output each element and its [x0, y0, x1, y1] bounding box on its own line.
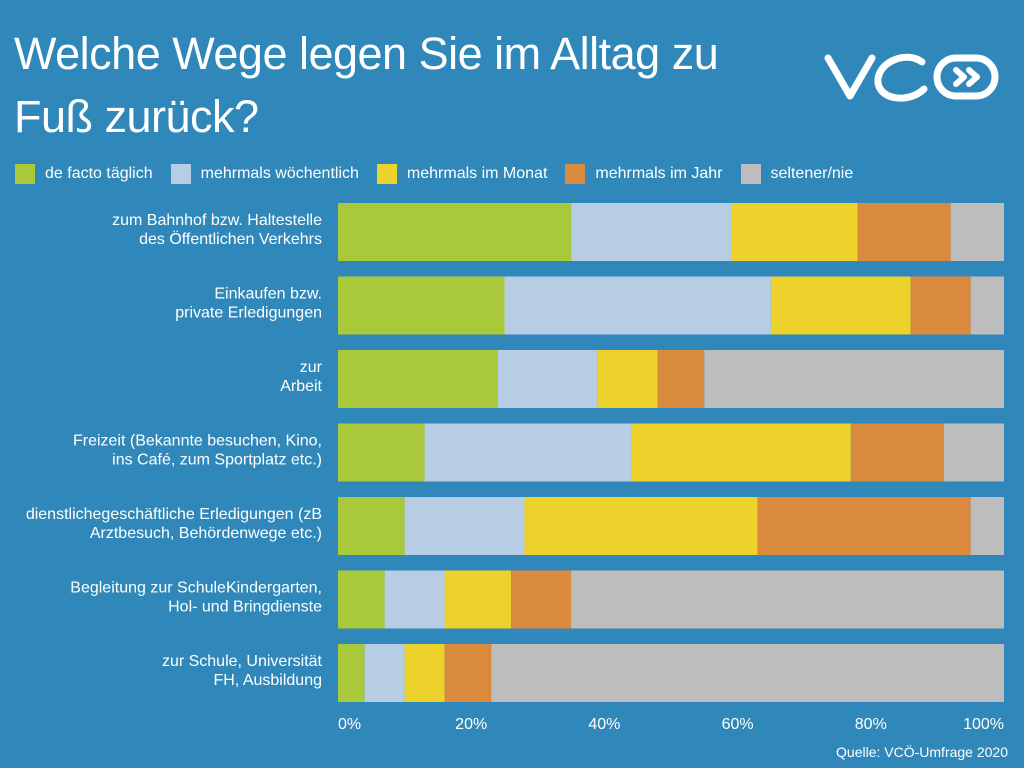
legend-label-4: seltener/nie — [770, 165, 854, 182]
source-note: Quelle: VCÖ-Umfrage 2020 — [836, 744, 1008, 760]
legend-label-0: de facto täglich — [45, 165, 153, 182]
legend-swatch-2 — [376, 164, 397, 184]
bar-segment-row-6-series-3 — [444, 644, 492, 702]
category-label-5-line-1: Hol- und Bringdienste — [168, 599, 322, 616]
vco-logo-icon — [824, 53, 999, 102]
bar-segment-row-4-series-2 — [524, 497, 758, 555]
bar-segment-row-6-series-0 — [338, 644, 365, 702]
category-label-5-line-0: Begleitung zur SchuleKindergarten, — [70, 580, 322, 597]
bar-segment-row-2-series-0 — [338, 350, 498, 408]
legend-label-1: mehrmals wöchentlich — [200, 165, 359, 182]
legend-item-4: seltener/nie — [740, 164, 854, 184]
legend-label-2: mehrmals im Monat — [406, 165, 548, 182]
x-axis-tick-label-0: 0% — [338, 716, 361, 733]
legend-swatch-4 — [740, 164, 761, 184]
bar-segment-row-4-series-0 — [338, 497, 405, 555]
category-label-4-line-1: Arztbesuch, Behördenwege etc.) — [90, 525, 322, 542]
bar-segment-row-3-series-2 — [631, 423, 851, 482]
legend-item-2: mehrmals im Monat — [376, 164, 548, 184]
bar-segment-row-4-series-1 — [404, 497, 525, 555]
bar-segment-row-1-series-1 — [504, 276, 771, 335]
category-label-3-line-0: Freizeit (Bekannte besuchen, Kino, — [73, 433, 322, 450]
bar-segment-row-6-series-4 — [491, 644, 1004, 702]
chart-legend: de facto täglich mehrmals wöchentlich mehr… — [15, 163, 995, 185]
bar-segment-row-2-series-3 — [657, 350, 705, 408]
bar-segment-row-3-series-1 — [424, 423, 632, 482]
category-label-0-line-1: des Öffentlichen Verkehrs — [139, 230, 322, 248]
bar-segment-row-5-series-4 — [571, 570, 1004, 629]
legend-item-3: mehrmals im Jahr — [565, 164, 723, 184]
bar-segment-row-0-series-4 — [950, 203, 1004, 261]
legend-label-3: mehrmals im Jahr — [595, 165, 723, 182]
category-label-2-line-1: Arbeit — [280, 378, 322, 395]
bar-segment-row-5-series-3 — [511, 570, 572, 629]
legend-item-1: mehrmals wöchentlich — [170, 164, 359, 184]
bar-segment-row-1-series-4 — [970, 276, 1004, 335]
x-axis-tick-label-3: 60% — [722, 716, 754, 733]
bar-segment-row-3-series-4 — [944, 423, 1004, 482]
category-label-1-line-1: private Erledigungen — [175, 305, 322, 322]
x-axis-tick-label-2: 40% — [588, 716, 620, 733]
legend-swatch-0 — [15, 164, 35, 184]
bar-segment-row-2-series-1 — [497, 350, 598, 408]
bar-segment-row-3-series-3 — [850, 423, 945, 482]
bar-segment-row-6-series-1 — [364, 644, 405, 702]
bar-segment-row-2-series-4 — [704, 350, 1004, 408]
bar-segment-row-5-series-1 — [384, 570, 445, 629]
legend-item-0: de facto täglich — [15, 164, 153, 184]
category-label-2-line-0: zur — [300, 359, 323, 376]
category-label-3-line-1: ins Café, zum Sportplatz etc.) — [112, 452, 322, 469]
bar-segment-row-4-series-3 — [757, 497, 971, 555]
bar-segment-row-1-series-3 — [910, 276, 971, 335]
bar-segment-row-0-series-3 — [857, 203, 951, 261]
bar-segment-row-0-series-2 — [730, 203, 858, 261]
bar-segment-row-0-series-1 — [571, 203, 731, 261]
x-axis-tick-label-1: 20% — [455, 716, 487, 733]
legend-swatch-1 — [170, 164, 191, 184]
bar-segment-row-3-series-0 — [338, 423, 425, 482]
category-label-1-line-0: Einkaufen bzw. — [214, 286, 322, 303]
chart-title: Welche Wege legen Sie im Alltag zu Fuß z… — [14, 28, 719, 142]
bar-segment-row-0-series-0 — [338, 203, 572, 261]
category-label-6-line-1: FH, Ausbildung — [213, 672, 322, 689]
legend-swatch-3 — [565, 164, 586, 184]
bar-segment-row-5-series-2 — [444, 570, 512, 629]
category-label-4-line-0: dienstlichegeschäftliche Erledigungen (z… — [26, 506, 322, 523]
bar-segment-row-1-series-2 — [770, 276, 911, 335]
x-axis-tick-label-4: 80% — [855, 716, 887, 733]
bar-segment-row-4-series-4 — [970, 497, 1004, 555]
bar-segment-row-1-series-0 — [338, 276, 505, 335]
category-label-0-line-0: zum Bahnhof bzw. Haltestelle — [112, 212, 322, 229]
bar-segment-row-6-series-2 — [404, 644, 445, 702]
bar-segment-row-5-series-0 — [338, 570, 385, 629]
x-axis-tick-label-5: 100% — [963, 716, 1004, 733]
category-label-6-line-0: zur Schule, Universität — [162, 653, 323, 670]
bar-segment-row-2-series-2 — [597, 350, 658, 408]
